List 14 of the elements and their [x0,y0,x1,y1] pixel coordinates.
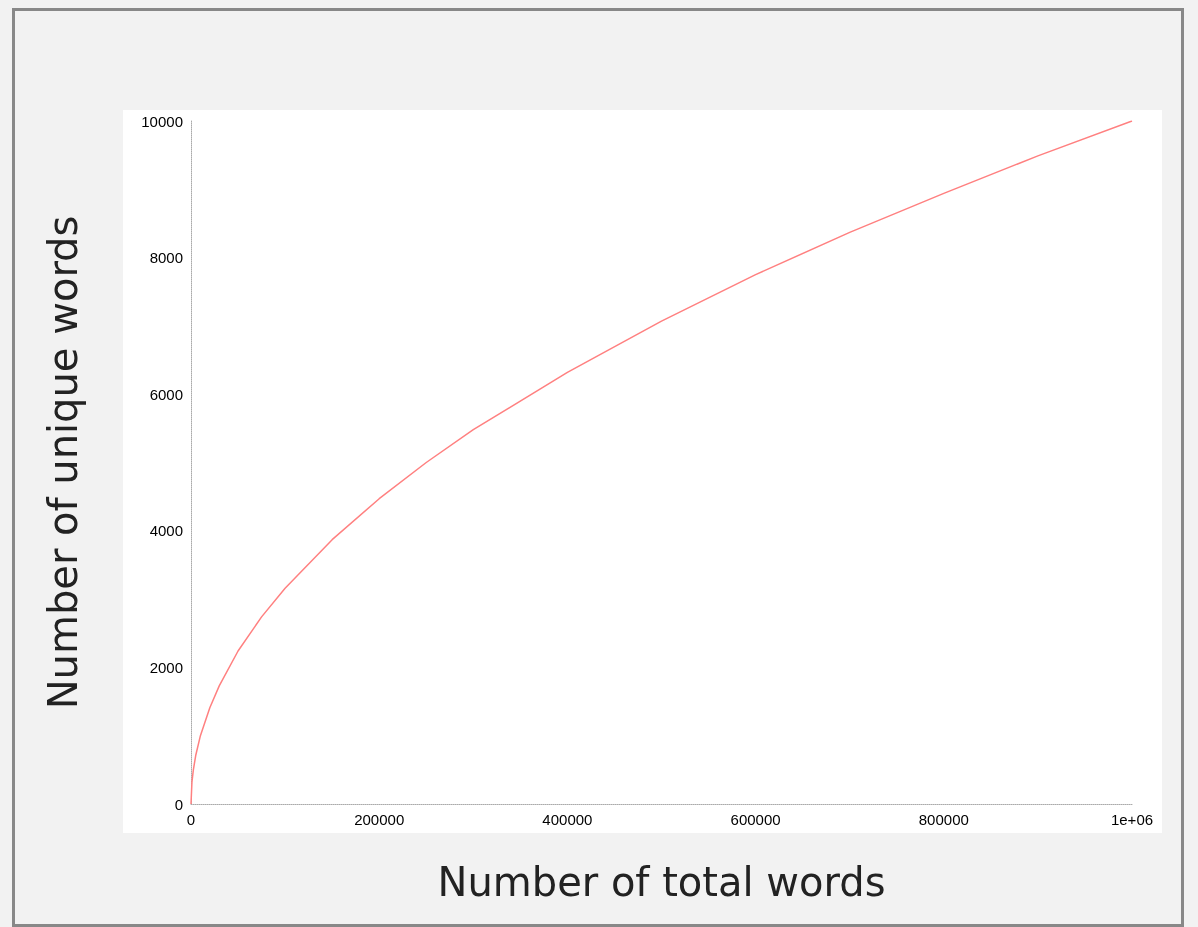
y-axis-title: Number of unique words [40,215,86,710]
x-tick-label: 800000 [918,811,969,828]
y-tick-label: 8000 [149,249,183,267]
x-tick-label: 600000 [730,811,781,828]
y-tick-label: 10000 [141,112,183,130]
y-tick-label: 2000 [149,658,183,676]
y-tick-label: 0 [174,795,183,813]
y-tick-label: 4000 [149,522,183,540]
x-tick-label: 1e+06 [1110,811,1154,828]
x-axis-title: Number of total words [437,859,886,905]
x-tick-label: 200000 [354,811,405,828]
x-tick-label: 400000 [542,811,593,828]
x-tick-label: 0 [186,811,196,828]
y-tick-label: 6000 [149,385,183,403]
